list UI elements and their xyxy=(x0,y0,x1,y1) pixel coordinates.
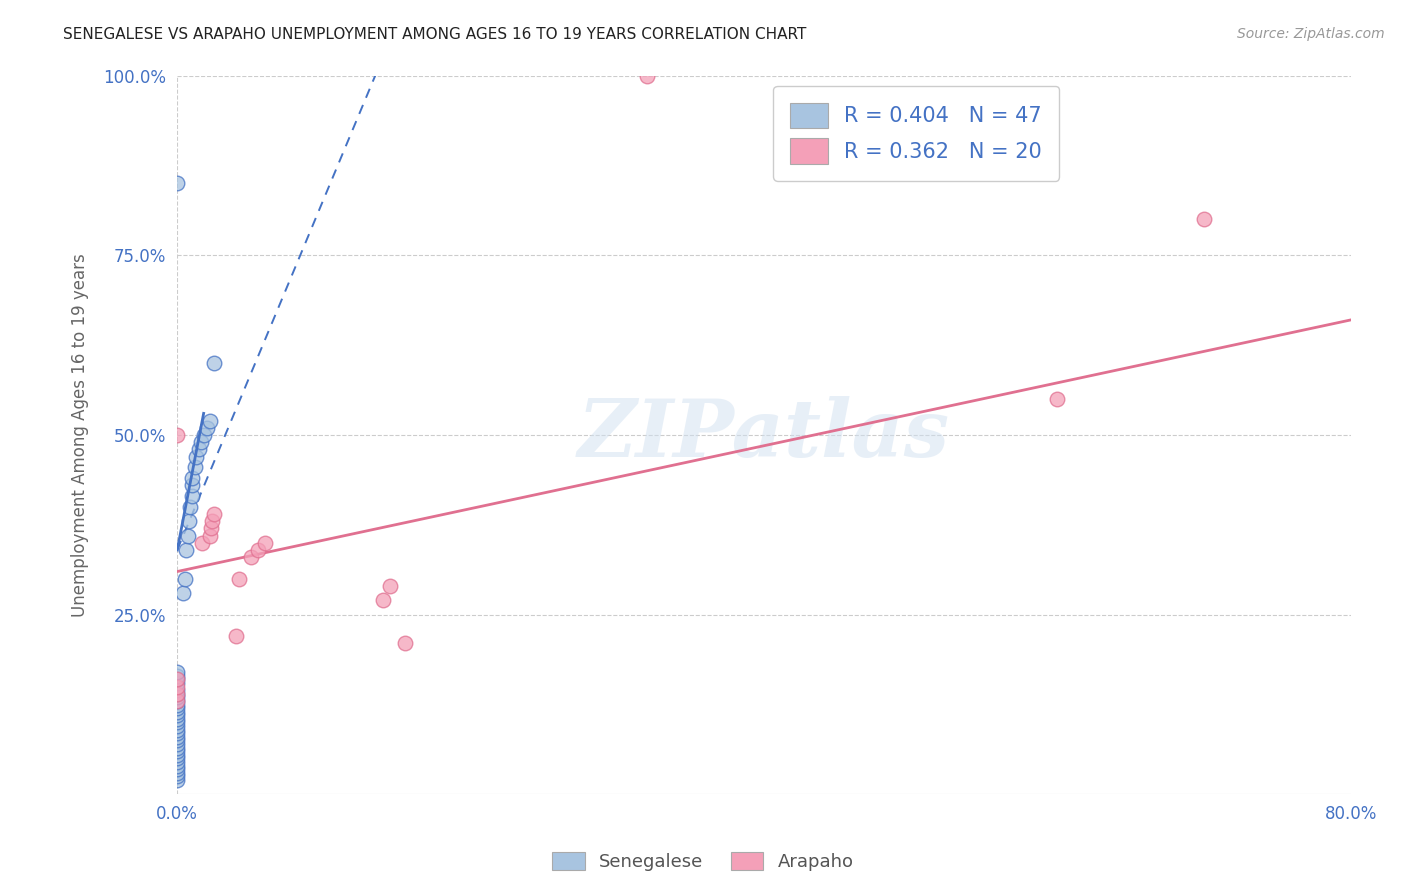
Point xyxy=(378,579,401,593)
Point xyxy=(172,586,194,600)
Point xyxy=(1192,212,1215,227)
Point xyxy=(166,733,188,747)
Point xyxy=(166,737,188,751)
Point xyxy=(166,669,188,683)
Point xyxy=(186,450,208,464)
Point xyxy=(166,665,188,680)
Point xyxy=(166,740,188,755)
Point xyxy=(166,712,188,726)
Point xyxy=(166,715,188,730)
Point xyxy=(180,478,202,492)
Point xyxy=(198,528,221,542)
Point xyxy=(173,572,195,586)
Point xyxy=(166,177,188,191)
Legend: Senegalese, Arapaho: Senegalese, Arapaho xyxy=(546,845,860,879)
Point xyxy=(166,744,188,758)
Point xyxy=(166,708,188,723)
Point xyxy=(166,762,188,776)
Point xyxy=(202,356,225,370)
Point xyxy=(166,673,188,687)
Point xyxy=(1046,392,1069,406)
Point xyxy=(174,543,197,558)
Point xyxy=(191,535,214,549)
Point xyxy=(166,751,188,765)
Point xyxy=(200,521,222,535)
Point xyxy=(184,460,207,475)
Point xyxy=(166,723,188,737)
Point xyxy=(177,514,200,528)
Text: Source: ZipAtlas.com: Source: ZipAtlas.com xyxy=(1237,27,1385,41)
Point xyxy=(246,543,269,558)
Point xyxy=(394,636,416,650)
Point xyxy=(166,705,188,719)
Point xyxy=(166,680,188,694)
Point xyxy=(166,769,188,783)
Point xyxy=(193,428,215,442)
Point xyxy=(371,593,394,607)
Point xyxy=(195,421,218,435)
Point xyxy=(166,698,188,712)
Point xyxy=(166,687,188,701)
Point xyxy=(228,572,250,586)
Y-axis label: Unemployment Among Ages 16 to 19 years: Unemployment Among Ages 16 to 19 years xyxy=(72,253,89,617)
Point xyxy=(166,747,188,762)
Point xyxy=(166,730,188,744)
Point xyxy=(180,471,202,485)
Point xyxy=(166,676,188,690)
Point xyxy=(166,701,188,715)
Point xyxy=(254,535,277,549)
Point xyxy=(166,765,188,780)
Point xyxy=(166,690,188,705)
Point xyxy=(239,550,262,565)
Point xyxy=(166,694,188,708)
Point xyxy=(166,687,188,701)
Point xyxy=(180,489,202,503)
Point xyxy=(166,758,188,772)
Point xyxy=(202,507,225,521)
Point xyxy=(636,69,658,83)
Point xyxy=(201,514,224,528)
Point xyxy=(166,772,188,787)
Point xyxy=(166,719,188,733)
Point xyxy=(179,500,201,514)
Point xyxy=(176,528,198,542)
Point xyxy=(198,413,221,427)
Point xyxy=(190,435,212,450)
Point xyxy=(166,694,188,708)
Point xyxy=(166,683,188,698)
Point xyxy=(166,726,188,740)
Point xyxy=(166,428,188,442)
Text: SENEGALESE VS ARAPAHO UNEMPLOYMENT AMONG AGES 16 TO 19 YEARS CORRELATION CHART: SENEGALESE VS ARAPAHO UNEMPLOYMENT AMONG… xyxy=(63,27,807,42)
Point xyxy=(188,442,211,457)
Text: ZIPatlas: ZIPatlas xyxy=(578,396,950,474)
Point xyxy=(166,755,188,769)
Point xyxy=(225,629,247,643)
Point xyxy=(166,673,188,687)
Legend: R = 0.404   N = 47, R = 0.362   N = 20: R = 0.404 N = 47, R = 0.362 N = 20 xyxy=(773,86,1059,180)
